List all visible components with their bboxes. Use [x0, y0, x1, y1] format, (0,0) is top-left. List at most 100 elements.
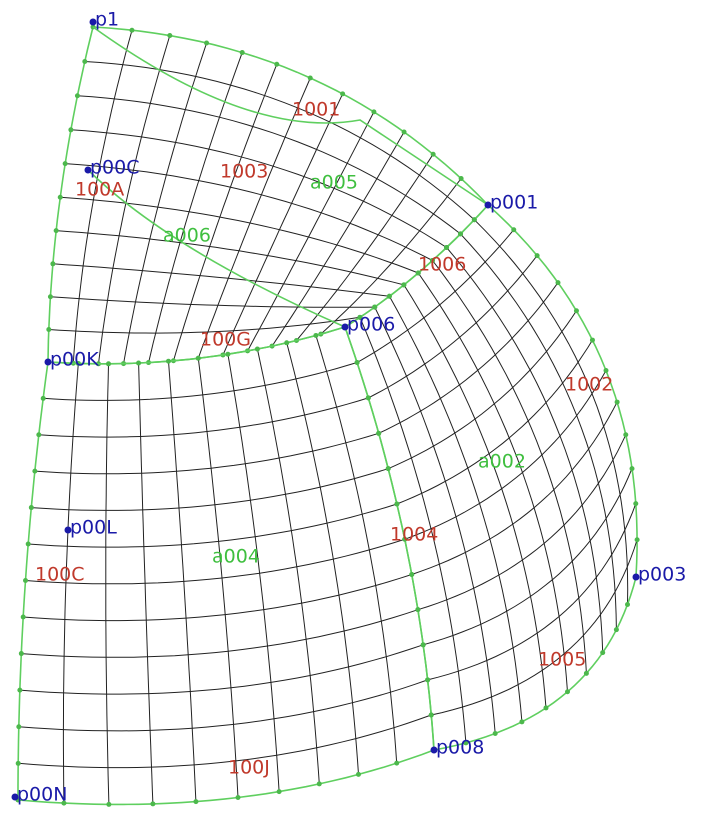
node [415, 607, 420, 612]
mesh-line [18, 715, 431, 768]
mesh-line [19, 680, 428, 731]
node [225, 352, 230, 357]
node [166, 359, 171, 364]
node [574, 308, 579, 313]
node [355, 360, 360, 365]
node [54, 228, 59, 233]
node [236, 795, 241, 800]
node [401, 282, 406, 287]
node [604, 368, 609, 373]
node [372, 305, 377, 310]
mesh-line [56, 231, 404, 285]
node [75, 93, 80, 98]
node [625, 602, 630, 607]
mesh-line [228, 354, 279, 791]
mesh-line [357, 230, 514, 363]
node [458, 231, 463, 236]
node [584, 671, 589, 676]
node [371, 109, 376, 114]
node [556, 280, 561, 285]
inner-curve [93, 27, 488, 205]
node [394, 501, 399, 506]
mesh-line [71, 130, 447, 248]
node [356, 772, 361, 777]
region-label: 1005 [538, 649, 586, 671]
region-label: 1003 [220, 161, 268, 183]
node [376, 431, 381, 436]
region-label: 1004 [390, 524, 438, 546]
node [50, 261, 55, 266]
node [82, 59, 87, 64]
mesh-line [379, 283, 558, 434]
node [366, 395, 371, 400]
node [46, 327, 51, 332]
node [68, 127, 73, 132]
mesh-line [223, 94, 343, 355]
point-label: p1 [95, 9, 119, 31]
node [565, 689, 570, 694]
node [623, 432, 628, 437]
inner-curve [88, 170, 345, 327]
node [150, 801, 155, 806]
point-label: p00L [70, 517, 117, 539]
node [240, 50, 245, 55]
mesh-lines [16, 25, 640, 807]
node [615, 400, 620, 405]
node [386, 466, 391, 471]
region-label: 1006 [418, 254, 466, 276]
mesh-line [461, 234, 617, 630]
region-label: 1001 [292, 99, 340, 121]
node [136, 361, 141, 366]
region-label: 100C [35, 564, 85, 586]
mesh-line [124, 43, 207, 364]
node [633, 501, 638, 506]
point-label: p003 [638, 564, 686, 586]
point-label: p008 [436, 737, 484, 759]
node [193, 799, 198, 804]
node [340, 91, 345, 96]
curve-label: a004 [212, 546, 260, 568]
node [472, 217, 477, 222]
node [106, 361, 111, 366]
node [429, 712, 434, 717]
page: {"points": ["p1", "p00C", "p001", "p006"… [0, 0, 708, 810]
node [23, 578, 28, 583]
mesh-line [31, 469, 388, 511]
region-label: 100J [228, 757, 270, 779]
node [17, 688, 22, 693]
boundary-curve [93, 27, 488, 205]
node [630, 466, 635, 471]
node [284, 340, 289, 345]
point-label: p00N [17, 784, 67, 806]
node [511, 227, 516, 232]
mesh-line [35, 433, 379, 474]
mesh-line [53, 264, 390, 297]
mesh-line [418, 273, 567, 692]
node [519, 719, 524, 724]
region-label: 100G [200, 329, 251, 351]
curve-label: a002 [478, 451, 526, 473]
node [167, 33, 172, 38]
mesh-line [50, 297, 374, 308]
node [614, 627, 619, 632]
node [274, 62, 279, 67]
node [129, 28, 134, 33]
mesh-line [412, 402, 617, 574]
node [63, 161, 68, 166]
node [16, 761, 21, 766]
node [29, 505, 34, 510]
node [21, 615, 26, 620]
node [387, 294, 392, 299]
mesh-line [388, 311, 576, 469]
labels: p1p00Cp001p006p00Kp00Lp003p008p00N100110… [12, 9, 687, 806]
node [493, 731, 498, 736]
node [204, 41, 209, 46]
node [431, 152, 436, 157]
point-label: p00K [50, 349, 99, 371]
curve-label: a006 [163, 225, 211, 247]
node [421, 642, 426, 647]
point-label: p001 [490, 192, 538, 214]
node [255, 347, 260, 352]
node [26, 542, 31, 547]
mesh-diagram: p1p00Cp001p006p00Kp00Lp003p008p00N100110… [0, 0, 708, 810]
